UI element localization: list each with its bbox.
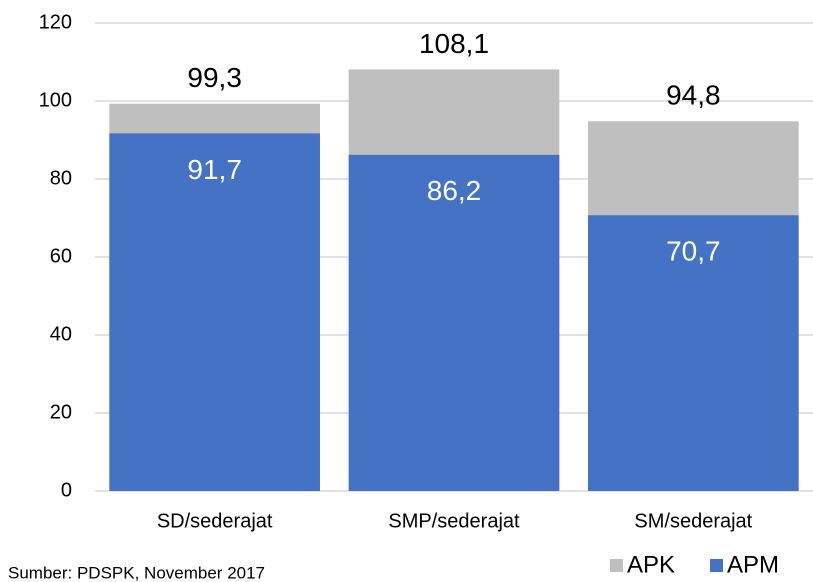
legend-label: APK: [627, 551, 675, 578]
y-tick-label: 100: [39, 89, 72, 111]
bar: [109, 133, 320, 491]
x-tick-label: SMP/sederajat: [388, 510, 520, 532]
y-tick-label: 0: [61, 479, 72, 501]
data-label: 91,7: [187, 154, 242, 185]
legend-label: APM: [727, 551, 779, 578]
legend-swatch: [710, 559, 723, 572]
bar: [588, 215, 799, 491]
legend-swatch: [610, 559, 623, 572]
data-label: 86,2: [427, 175, 482, 206]
y-tick-label: 120: [39, 11, 72, 33]
data-label: 94,8: [666, 80, 721, 111]
y-tick-label: 80: [50, 167, 72, 189]
y-tick-label: 60: [50, 245, 72, 267]
data-label: 99,3: [187, 62, 242, 93]
x-tick-label: SD/sederajat: [157, 510, 273, 532]
x-tick-label: SM/sederajat: [634, 510, 752, 532]
data-label: 108,1: [419, 28, 489, 59]
bar: [348, 154, 560, 491]
data-label: 70,7: [666, 236, 721, 267]
y-tick-label: 40: [50, 323, 72, 345]
source-note: Sumber: PDSPK, November 2017: [8, 563, 265, 582]
y-tick-label: 20: [50, 401, 72, 423]
